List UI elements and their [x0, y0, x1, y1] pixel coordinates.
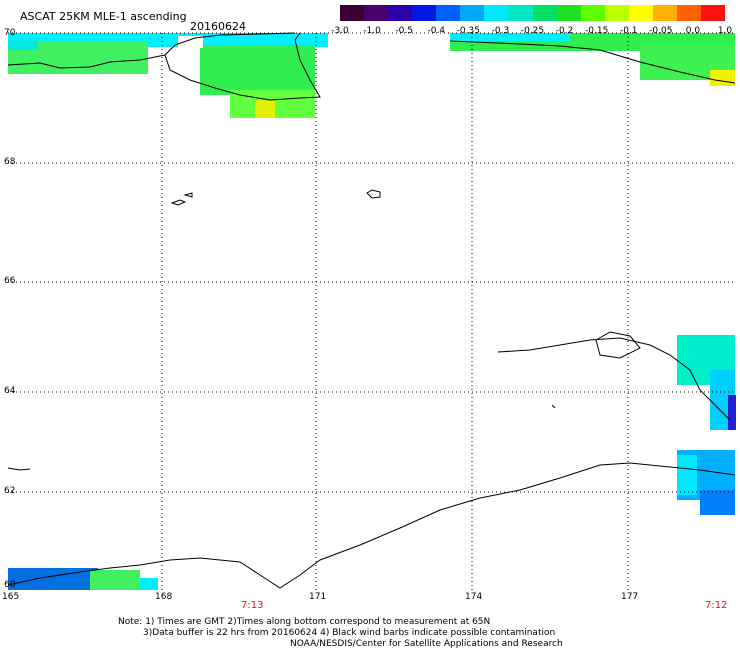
pass-time-left: 7:13 [241, 600, 264, 611]
color-swatch [700, 5, 725, 21]
color-scale-label: -3.0 [331, 26, 349, 36]
color-scale-label: -0.35 [456, 26, 480, 36]
map-date: 20160624 [190, 20, 246, 33]
color-scale-label: -0.3 [491, 26, 510, 36]
note-line-3: NOAA/NESDIS/Center for Satellite Applica… [290, 639, 563, 649]
color-scale-label: -0.5 [395, 26, 413, 36]
lon-label-171: 171 [309, 592, 327, 602]
color-swatch [580, 5, 605, 21]
swath-yellow-patch [255, 100, 275, 118]
lat-label-70: 70 [4, 28, 16, 38]
color-swatch [604, 5, 629, 21]
pass-time-right: 7:12 [705, 600, 728, 611]
note-line-2: 3)Data buffer is 22 hrs from 20160624 4)… [143, 628, 556, 638]
lon-label-165: 165 [2, 592, 20, 602]
lat-label-66: 66 [4, 276, 16, 286]
color-scale-label: -1.0 [363, 26, 381, 36]
lon-label-177: 177 [621, 592, 639, 602]
color-swatch [532, 5, 557, 21]
color-swatch [652, 5, 677, 21]
color-swatch [412, 5, 437, 21]
color-swatch [556, 5, 581, 21]
data-swaths [8, 33, 736, 590]
lat-label-64: 64 [4, 386, 16, 396]
lon-label-168: 168 [155, 592, 173, 602]
color-scale-label: -0.4 [427, 26, 446, 36]
color-swatch [388, 5, 413, 21]
swath-bottom-left-green [90, 570, 140, 590]
coastlines [7, 32, 736, 589]
lat-label-62: 62 [4, 486, 16, 496]
color-swatch [364, 5, 389, 21]
swath-bottom-left-blue [8, 568, 98, 590]
color-scale-label: 0.0 [685, 26, 701, 36]
color-scale-label: -0.15 [585, 26, 609, 36]
color-scale-label: -0.1 [619, 26, 638, 36]
color-swatch [628, 5, 653, 21]
lat-label-60: 60 [4, 580, 16, 590]
lat-label-68: 68 [4, 157, 16, 167]
color-swatch [484, 5, 509, 21]
color-swatch [508, 5, 533, 21]
color-swatch [676, 5, 701, 21]
color-scale-label: -0.25 [520, 26, 545, 36]
color-scale-bar [340, 5, 725, 21]
color-scale-labels: -3.0 -1.0 -0.5 -0.4 -0.35 -0.3 -0.25 -0.2 -0.15-… [331, 26, 732, 38]
color-swatch [436, 5, 461, 21]
color-swatch [460, 5, 485, 21]
color-scale-label: -0.05 [649, 26, 673, 36]
graticule [8, 32, 735, 590]
color-scale-label: 1.0 [717, 26, 733, 36]
lon-label-174: 174 [465, 592, 483, 602]
swath-top-mid-green [200, 45, 315, 95]
note-line-1: Note: 1) Times are GMT 2)Times along bot… [118, 617, 491, 627]
color-swatch [340, 5, 365, 21]
map-title: ASCAT 25KM MLE-1 ascending [20, 10, 187, 23]
color-scale-label: -0.2 [555, 26, 574, 36]
